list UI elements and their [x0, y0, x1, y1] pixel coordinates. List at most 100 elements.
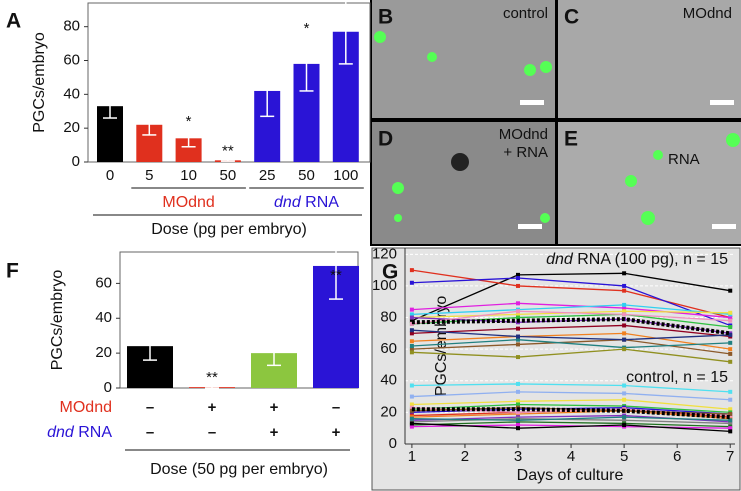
x-tick-label: 5: [620, 448, 628, 465]
significance: *: [304, 20, 310, 37]
point: [516, 309, 521, 314]
significance: *: [186, 113, 192, 130]
plot-frame: [87, 2, 371, 163]
point: [728, 421, 733, 426]
series-line: [411, 313, 731, 328]
point: [409, 383, 414, 388]
point: [516, 312, 521, 317]
x-tick-label: 50: [220, 167, 237, 184]
series-line: [411, 302, 731, 319]
y-tick-label: 0: [72, 153, 80, 170]
point: [622, 283, 627, 288]
point: [516, 276, 521, 281]
bar: [175, 138, 202, 162]
image-label: control: [503, 5, 548, 22]
series-line: [411, 332, 731, 350]
letter: F: [6, 260, 19, 283]
panel-g-frame: [371, 247, 741, 491]
x-axis-label: Dose (pg per embryo): [151, 221, 307, 238]
significance: **: [206, 369, 218, 386]
x-tick-label: 6: [673, 448, 681, 465]
mean-line: [411, 407, 731, 420]
label-part: MOdnd: [162, 194, 214, 211]
x-tick-label: 25: [259, 167, 276, 184]
point: [728, 359, 733, 364]
point: [516, 355, 521, 360]
image-d: D MOdnd + RNA: [372, 122, 555, 244]
point: [622, 302, 627, 307]
point: [409, 416, 414, 421]
image-letter: C: [564, 6, 579, 29]
point: [728, 351, 733, 356]
point: [409, 402, 414, 407]
series-line: [411, 324, 731, 338]
point: [409, 331, 414, 336]
point: [728, 418, 733, 423]
letter: G: [382, 261, 398, 284]
point: [516, 337, 521, 342]
point: [516, 410, 521, 415]
series-line: [411, 418, 731, 425]
point: [728, 411, 733, 416]
y-tick-label: 40: [95, 309, 112, 326]
series-line: [411, 391, 731, 401]
label-part: control, n = 15: [626, 369, 728, 386]
image-letter: D: [378, 128, 393, 151]
image-label: RNA: [668, 151, 700, 168]
x-tick-label: 10: [180, 167, 197, 184]
point: [728, 347, 733, 352]
point: [728, 318, 733, 323]
point: [728, 332, 733, 337]
image-c: C MOdnd: [558, 0, 741, 118]
point: [728, 389, 733, 394]
mean-line: [411, 317, 731, 336]
label-part: dnd: [546, 251, 574, 268]
x-tick-label: 50: [298, 167, 315, 184]
image-label: MOdnd: [499, 126, 548, 143]
image-b: B control: [372, 0, 555, 118]
row-mark: +: [270, 399, 279, 416]
image-label: + RNA: [503, 144, 548, 161]
series-line: [411, 422, 731, 433]
point: [409, 394, 414, 399]
y-tick-label: 20: [63, 119, 80, 136]
significance: **: [222, 142, 234, 159]
y-tick-label: 20: [380, 403, 397, 420]
label-part: RNA: [74, 424, 113, 441]
point: [409, 307, 414, 312]
series-line: [411, 310, 731, 325]
y-axis-label: PGCs/embryo: [31, 32, 48, 133]
point: [409, 350, 414, 355]
letter: A: [6, 10, 21, 33]
series-line: [411, 329, 731, 341]
point: [409, 280, 414, 285]
y-tick-label: 60: [95, 274, 112, 291]
x-tick-label: 100: [333, 167, 358, 184]
point: [622, 306, 627, 311]
point: [516, 283, 521, 288]
point: [516, 334, 521, 339]
y-tick-label: 120: [372, 245, 397, 262]
point: [622, 383, 627, 388]
row-mark: –: [146, 424, 154, 441]
point: [409, 315, 414, 320]
series-line: [411, 383, 731, 393]
x-axis-label: Dose (50 pg per embryo): [150, 461, 328, 478]
y-tick-label: 40: [63, 85, 80, 102]
point: [409, 268, 414, 273]
point: [728, 325, 733, 330]
point: [728, 397, 733, 402]
point: [516, 326, 521, 331]
series-line: [411, 403, 731, 414]
series-line: [411, 277, 731, 327]
x-tick-label: 5: [145, 167, 153, 184]
x-tick-label: 3: [514, 448, 522, 465]
point: [622, 347, 627, 352]
point: [622, 423, 627, 428]
series-line: [411, 421, 731, 428]
point: [728, 407, 733, 412]
point: [516, 272, 521, 277]
x-tick-label: 2: [461, 448, 469, 465]
y-tick-label: 20: [95, 344, 112, 361]
